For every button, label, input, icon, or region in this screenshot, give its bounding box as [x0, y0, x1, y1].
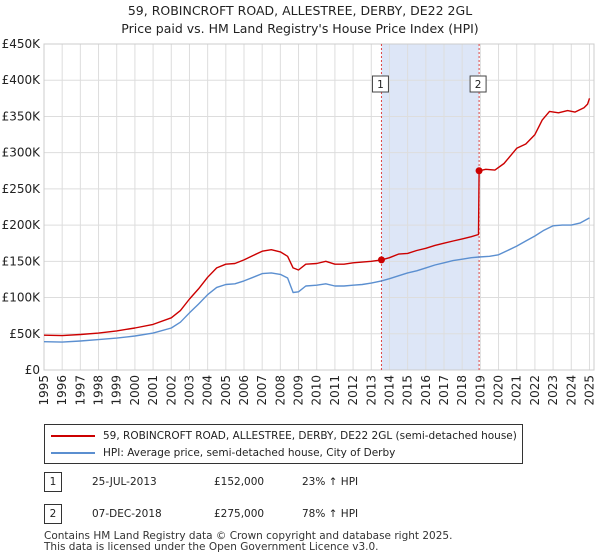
- x-tick-label: 2011: [328, 375, 342, 406]
- y-tick-label: £350K: [2, 109, 42, 123]
- footer-copyright: Contains HM Land Registry data © Crown c…: [44, 530, 453, 542]
- legend-label-hpi: HPI: Average price, semi-detached house,…: [103, 447, 396, 459]
- transaction-date: 25-JUL-2013: [92, 476, 157, 488]
- x-tick-label: 2012: [346, 375, 360, 406]
- x-tick-label: 1995: [37, 375, 51, 406]
- x-tick-label: 2014: [382, 375, 396, 406]
- x-tick-label: 2024: [564, 375, 578, 406]
- x-tick-label: 2001: [146, 375, 160, 406]
- x-tick-label: 2020: [492, 375, 506, 406]
- sale-point: [377, 256, 385, 264]
- x-tick-label: 2022: [528, 375, 542, 406]
- legend-swatch-hpi: [51, 452, 95, 454]
- transaction-price: £275,000: [214, 508, 265, 520]
- x-tick-label: 2008: [273, 375, 287, 406]
- x-tick-label: 2007: [255, 375, 269, 406]
- x-tick-label: 2018: [455, 375, 469, 406]
- y-tick-label: £100K: [2, 291, 42, 305]
- x-tick-label: 2006: [237, 375, 251, 406]
- marker-label-box: [371, 75, 389, 93]
- x-tick-label: 2002: [164, 375, 178, 406]
- legend-label-property: 59, ROBINCROFT ROAD, ALLESTREE, DERBY, D…: [103, 430, 517, 442]
- price-chart: £0 £50K £100K £150K £200K £250K £300K £350K £400…: [2, 37, 597, 406]
- x-tick-label: 2000: [128, 375, 142, 406]
- x-tick-label: 1999: [110, 375, 124, 406]
- plot-area-border: [43, 43, 595, 371]
- x-tick-label: 1997: [73, 375, 87, 406]
- transaction-number-badge: 1: [44, 472, 62, 492]
- footer-attribution: Contains HM Land Registry data © Crown c…: [44, 531, 452, 553]
- x-tick-label: 2010: [310, 375, 324, 406]
- x-tick-label: 2016: [419, 375, 433, 406]
- x-tick-label: 2017: [437, 375, 451, 406]
- x-tick-label: 2004: [201, 375, 215, 406]
- transaction-price: £152,000: [214, 476, 265, 488]
- y-tick-label: £450K: [2, 37, 42, 51]
- sale-point: [475, 167, 483, 175]
- x-tick-label: 2005: [219, 375, 233, 406]
- y-tick-label: £250K: [2, 182, 42, 196]
- shaded-period: [381, 44, 480, 370]
- y-tick-label: £150K: [2, 254, 42, 268]
- chart-legend: 59, ROBINCROFT ROAD, ALLESTREE, DERBY, D…: [44, 424, 523, 464]
- x-tick-label: 2015: [401, 375, 415, 406]
- chart-title: 59, ROBINCROFT ROAD, ALLESTREE, DERBY, D…: [127, 3, 473, 18]
- y-tick-label: £300K: [2, 146, 42, 160]
- chart-title-block: 59, ROBINCROFT ROAD, ALLESTREE, DERBY, D…: [0, 2, 600, 38]
- x-tick-label: 1996: [55, 375, 69, 406]
- transaction-date: 07-DEC-2018: [92, 508, 162, 520]
- y-tick-label: £0: [25, 363, 40, 377]
- x-tick-label: 2021: [510, 375, 524, 406]
- x-tick-label: 2025: [582, 375, 596, 406]
- marker-label: 2: [475, 79, 482, 91]
- footer-licence: This data is licensed under the Open Gov…: [44, 541, 379, 553]
- y-tick-label: £400K: [2, 73, 42, 87]
- legend-swatch-property: [51, 435, 95, 437]
- transaction-number-badge: 2: [44, 504, 62, 524]
- x-tick-label: 2009: [292, 375, 306, 406]
- marker-label: 1: [377, 79, 384, 91]
- x-tick-label: 1998: [92, 375, 106, 406]
- transaction-hpi-delta: 78% ↑ HPI: [302, 508, 359, 520]
- x-tick-label: 2019: [473, 375, 487, 406]
- chart-subtitle: Price paid vs. HM Land Registry's House …: [121, 21, 479, 36]
- y-tick-label: £200K: [2, 218, 42, 232]
- property-price-line: [43, 98, 591, 337]
- transaction-hpi-delta: 23% ↑ HPI: [302, 476, 359, 488]
- x-tick-label: 2003: [182, 375, 196, 406]
- y-tick-label: £50K: [9, 327, 41, 341]
- marker-label-box: [469, 75, 487, 93]
- x-tick-label: 2013: [364, 375, 378, 406]
- x-tick-label: 2023: [546, 375, 560, 406]
- hpi-line: [43, 217, 590, 343]
